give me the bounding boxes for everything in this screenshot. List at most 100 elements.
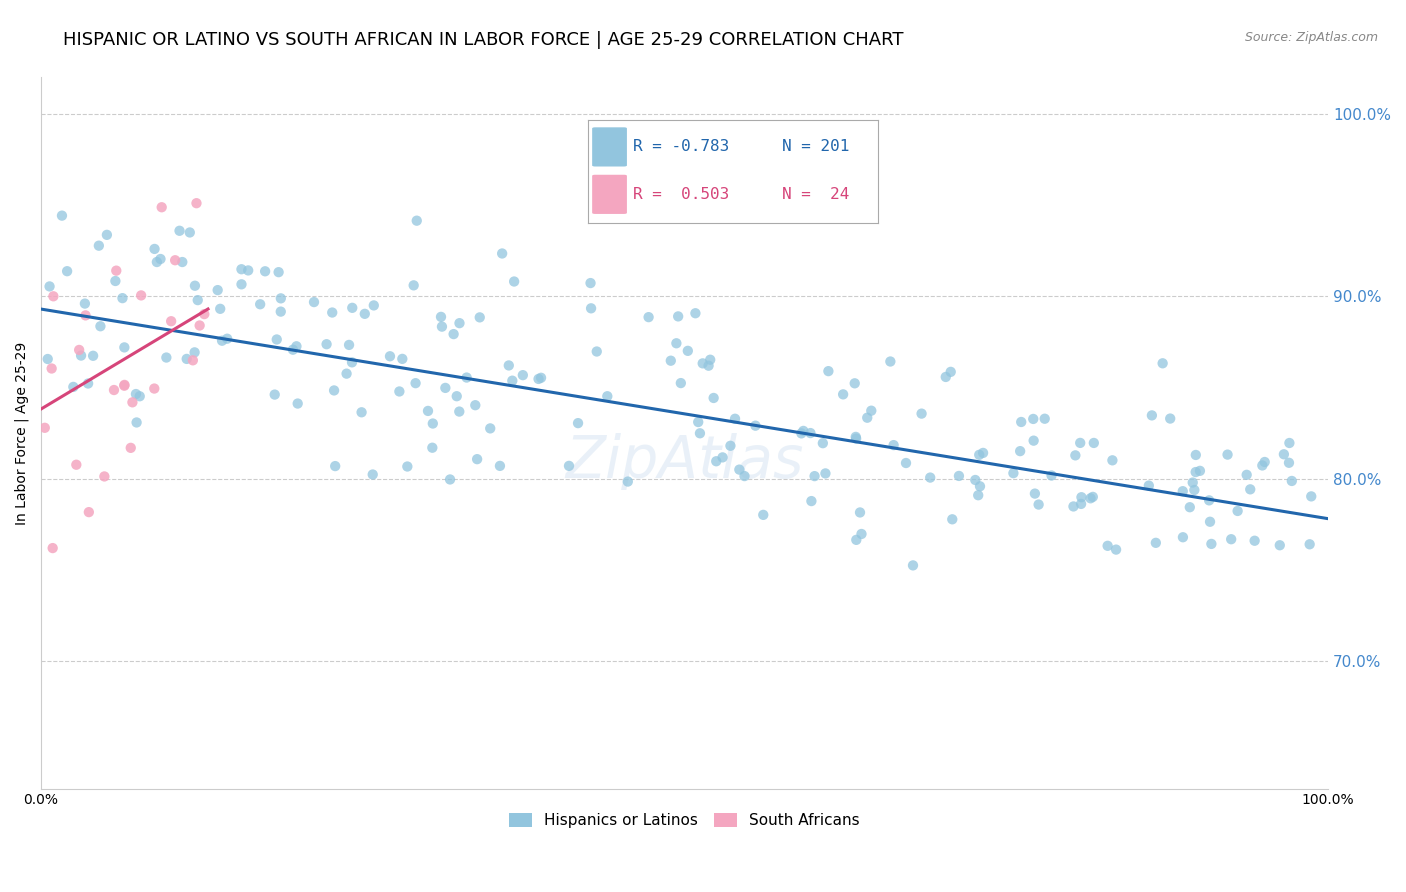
Point [96, 227, 118, 242]
Point [699, 352, 721, 367]
Point [105, 263, 128, 277]
Point [321, 305, 343, 319]
Point [350, 405, 373, 419]
Point [430, 310, 453, 324]
Point [449, 404, 471, 418]
Point [965, 473, 987, 487]
Point [211, 334, 233, 348]
Point [41, 361, 63, 376]
Point [337, 338, 360, 352]
Point [111, 291, 134, 305]
Point [832, 387, 855, 401]
Point [1070, 497, 1092, 511]
Point [1171, 530, 1194, 544]
Point [692, 356, 714, 370]
Point [172, 255, 194, 269]
Point [579, 301, 602, 316]
Point [1070, 490, 1092, 504]
Point [1159, 411, 1181, 425]
Point [402, 278, 425, 293]
Point [184, 278, 207, 293]
Point [75, 309, 97, 323]
Point [285, 339, 308, 353]
Point [1251, 458, 1274, 473]
Point [70, 349, 93, 363]
Text: Source: ZipAtlas.com: Source: ZipAtlas.com [1244, 31, 1378, 45]
Point [38, 279, 60, 293]
Point [790, 426, 813, 441]
Point [125, 416, 148, 430]
Point [41, 541, 63, 555]
Point [1010, 444, 1032, 458]
Point [287, 396, 309, 410]
Point [34, 421, 56, 435]
Point [1040, 468, 1063, 483]
Point [1281, 474, 1303, 488]
Point [129, 288, 152, 302]
Point [112, 378, 135, 392]
Point [665, 336, 688, 351]
Point [689, 426, 711, 441]
Point [267, 265, 290, 279]
Point [238, 263, 260, 277]
Point [391, 351, 413, 366]
Point [249, 297, 271, 311]
Point [446, 389, 468, 403]
Point [89, 319, 111, 334]
Point [844, 376, 866, 391]
Point [443, 327, 465, 342]
Point [803, 469, 825, 483]
Point [65, 458, 87, 472]
Point [799, 425, 821, 440]
Text: ZipAtlas: ZipAtlas [565, 433, 804, 490]
Point [558, 458, 581, 473]
Point [207, 283, 229, 297]
Point [711, 450, 734, 465]
Point [281, 343, 304, 357]
Point [1137, 478, 1160, 492]
Point [1064, 448, 1087, 462]
Point [939, 365, 962, 379]
Point [449, 316, 471, 330]
Point [567, 416, 589, 430]
Point [792, 424, 814, 438]
Point [637, 310, 659, 325]
Point [77, 376, 100, 391]
Point [498, 359, 520, 373]
Point [752, 508, 775, 522]
Point [263, 387, 285, 401]
Point [254, 264, 277, 278]
Point [1081, 490, 1104, 504]
Point [125, 387, 148, 401]
Point [704, 454, 727, 468]
Point [56, 264, 79, 278]
Point [323, 459, 346, 474]
Point [430, 319, 453, 334]
Point [800, 494, 823, 508]
Point [817, 364, 839, 378]
Point [941, 512, 963, 526]
Point [340, 355, 363, 369]
Point [1178, 500, 1201, 515]
Point [1184, 448, 1206, 462]
Point [1002, 466, 1025, 480]
Point [1239, 483, 1261, 497]
Point [491, 246, 513, 260]
Point [187, 293, 209, 307]
Point [512, 368, 534, 383]
Point [143, 382, 166, 396]
Point [315, 337, 337, 351]
Point [169, 224, 191, 238]
Point [1022, 412, 1045, 426]
Point [1028, 498, 1050, 512]
Point [146, 255, 169, 269]
Point [1278, 436, 1301, 450]
Point [1236, 467, 1258, 482]
Point [1010, 415, 1032, 429]
Point [910, 407, 932, 421]
Point [1272, 447, 1295, 461]
Point [361, 467, 384, 482]
Point [128, 389, 150, 403]
Point [530, 371, 553, 385]
Point [420, 441, 443, 455]
